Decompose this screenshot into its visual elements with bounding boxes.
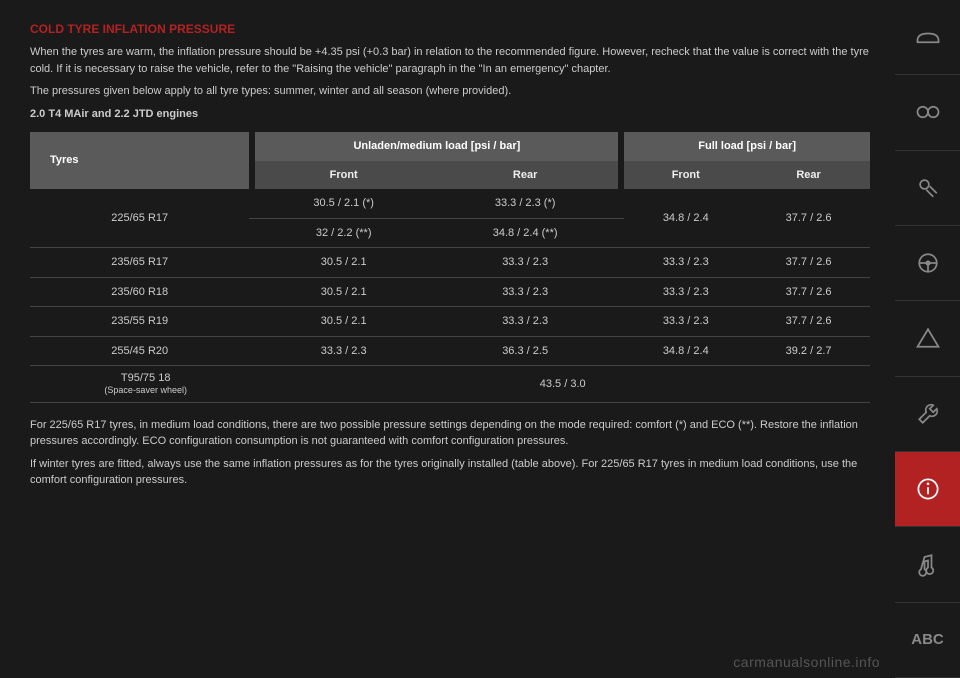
heading: COLD TYRE INFLATION PRESSURE bbox=[30, 20, 870, 38]
cell: 37.7 / 2.6 bbox=[747, 307, 870, 337]
cell: 33.3 / 2.3 bbox=[624, 248, 747, 278]
cell: 36.3 / 2.5 bbox=[432, 336, 618, 366]
spare-sub: (Space-saver wheel) bbox=[50, 385, 241, 396]
cell: 33.3 / 2.3 bbox=[432, 307, 618, 337]
sidebar-item-steering[interactable] bbox=[895, 226, 960, 301]
cell: 34.8 / 2.4 bbox=[624, 336, 747, 366]
cell: 33.3 / 2.3 bbox=[255, 336, 432, 366]
cell-spare: 43.5 / 3.0 bbox=[255, 366, 870, 403]
watermark: carmanualsonline.info bbox=[733, 654, 880, 670]
cell: 39.2 / 2.7 bbox=[747, 336, 870, 366]
cell: 32 / 2.2 (**) bbox=[255, 218, 432, 248]
sidebar-item-car[interactable] bbox=[895, 0, 960, 75]
spare-label: T95/75 18 bbox=[121, 372, 171, 384]
info-icon bbox=[914, 475, 942, 503]
steering-icon bbox=[914, 249, 942, 277]
sidebar-item-info[interactable] bbox=[895, 452, 960, 527]
cell: 37.7 / 2.6 bbox=[747, 248, 870, 278]
cell: 34.8 / 2.4 bbox=[624, 189, 747, 248]
sidebar-item-abc[interactable]: ABC bbox=[895, 603, 960, 678]
cell: 33.3 / 2.3 bbox=[432, 248, 618, 278]
warning-icon bbox=[914, 324, 942, 352]
cell: 30.5 / 2.1 bbox=[255, 307, 432, 337]
cell: 33.3 / 2.3 bbox=[624, 307, 747, 337]
engine-line: 2.0 T4 MAir and 2.2 JTD engines bbox=[30, 106, 870, 123]
cell: 33.3 / 2.3 bbox=[624, 277, 747, 307]
table-row: 235/60 R18 bbox=[30, 277, 249, 307]
col-tyres: Tyres bbox=[30, 132, 249, 189]
sidebar: ABC bbox=[895, 0, 960, 678]
para-4: If winter tyres are fitted, always use t… bbox=[30, 456, 870, 489]
cell: 34.8 / 2.4 (**) bbox=[432, 218, 618, 248]
pressure-table: Tyres Unladen/medium load [psi / bar] Fu… bbox=[30, 132, 870, 403]
col-u-front: Front bbox=[255, 161, 432, 190]
note-icon bbox=[914, 550, 942, 578]
para-3: For 225/65 R17 tyres, in medium load con… bbox=[30, 417, 870, 450]
para-1: When the tyres are warm, the inflation p… bbox=[30, 44, 870, 77]
page-content: COLD TYRE INFLATION PRESSURE When the ty… bbox=[30, 20, 870, 640]
cell: 33.3 / 2.3 (*) bbox=[432, 189, 618, 218]
cell: 30.5 / 2.1 (*) bbox=[255, 189, 432, 218]
sidebar-item-dashboard[interactable] bbox=[895, 75, 960, 150]
table-row: 225/65 R17 bbox=[30, 189, 249, 248]
col-unladen: Unladen/medium load [psi / bar] bbox=[255, 132, 618, 161]
cell: 30.5 / 2.1 bbox=[255, 277, 432, 307]
cell: 30.5 / 2.1 bbox=[255, 248, 432, 278]
col-f-rear: Rear bbox=[747, 161, 870, 190]
col-full: Full load [psi / bar] bbox=[624, 132, 870, 161]
sidebar-item-wrench[interactable] bbox=[895, 377, 960, 452]
wrench-icon bbox=[914, 400, 942, 428]
cell: 37.7 / 2.6 bbox=[747, 189, 870, 248]
para-2: The pressures given below apply to all t… bbox=[30, 83, 870, 100]
sidebar-item-warning[interactable] bbox=[895, 301, 960, 376]
table-row: 235/55 R19 bbox=[30, 307, 249, 337]
table-row: 235/65 R17 bbox=[30, 248, 249, 278]
dashboard-icon bbox=[914, 98, 942, 126]
cell: 37.7 / 2.6 bbox=[747, 277, 870, 307]
airbag-icon bbox=[914, 174, 942, 202]
car-icon bbox=[914, 23, 942, 51]
abc-icon: ABC bbox=[911, 631, 944, 648]
table-row: 255/45 R20 bbox=[30, 336, 249, 366]
table-row-spare: T95/75 18 (Space-saver wheel) bbox=[30, 366, 249, 403]
sidebar-item-media[interactable] bbox=[895, 527, 960, 602]
col-u-rear: Rear bbox=[432, 161, 618, 190]
col-f-front: Front bbox=[624, 161, 747, 190]
sidebar-item-airbag[interactable] bbox=[895, 151, 960, 226]
cell: 33.3 / 2.3 bbox=[432, 277, 618, 307]
